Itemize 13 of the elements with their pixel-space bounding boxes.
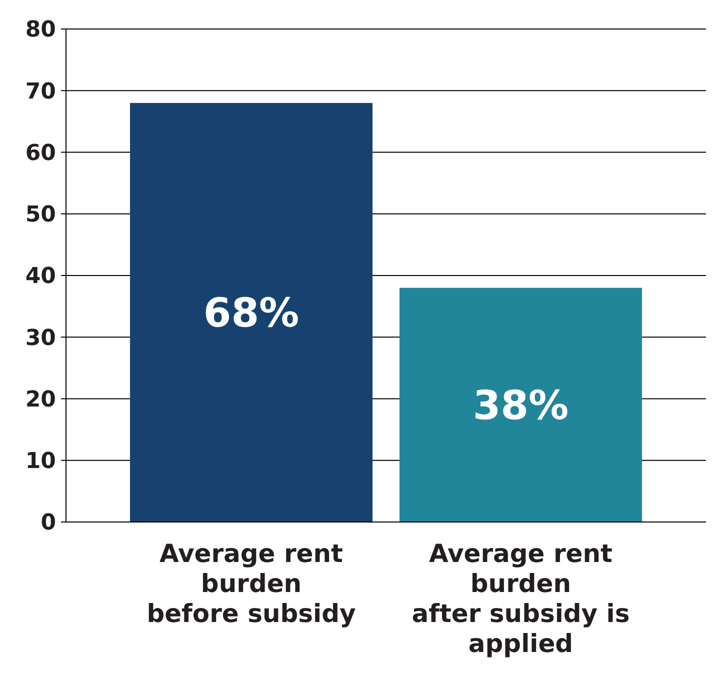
y-tick-label: 70	[25, 79, 56, 104]
y-tick-label: 60	[25, 140, 56, 166]
data-label: 38%	[472, 382, 569, 429]
y-tick-label: 0	[40, 510, 56, 536]
y-tick-label: 20	[25, 387, 56, 412]
y-tick-label: 50	[25, 202, 56, 228]
data-label: 68%	[203, 290, 300, 336]
y-tick-label: 30	[25, 326, 56, 351]
y-tick-label: 40	[25, 264, 56, 290]
y-tick-label: 10	[25, 449, 56, 474]
x-tick-label: Average rent burden before subsidy	[146, 539, 356, 628]
y-tick-label: 80	[25, 18, 56, 43]
x-tick-label: Average rent burden after subsidy is applied	[412, 539, 630, 658]
